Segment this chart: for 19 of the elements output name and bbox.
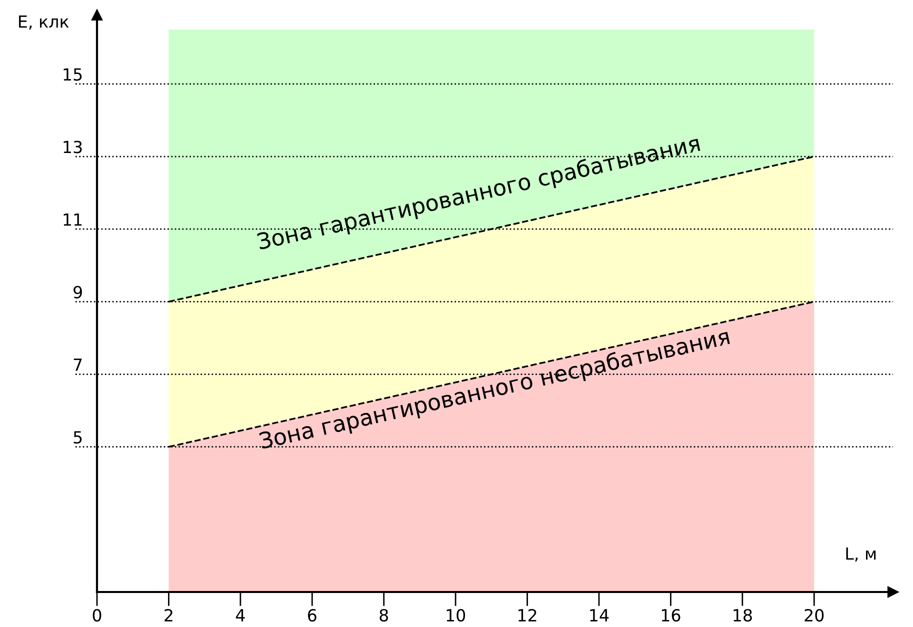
x-tick-label: 2 [164, 608, 172, 622]
y-tick-label: 11 [64, 213, 82, 226]
x-tick-label: 4 [236, 609, 245, 622]
y-tick-label: 15 [64, 68, 82, 81]
x-tick-label: 20 [804, 608, 824, 622]
x-tick-label: 18 [734, 608, 752, 622]
x-tick-label: 8 [380, 608, 388, 622]
y-tick-label: 7 [74, 358, 82, 371]
y-tick-label: 13 [64, 140, 82, 154]
y-tick-label: 9 [74, 286, 82, 298]
x-tick-label: 6 [308, 608, 316, 622]
x-tick-label: 16 [662, 608, 680, 622]
x-tick-label: 14 [590, 609, 609, 622]
x-tick-label: 0 [92, 608, 102, 622]
x-tick-label: 12 [518, 608, 536, 622]
x-tick-label: 10 [446, 608, 466, 622]
x-axis-title: L, м [846, 548, 876, 562]
y-tick-label: 5 [74, 431, 82, 444]
y-axis-title: E, клк [19, 16, 69, 30]
